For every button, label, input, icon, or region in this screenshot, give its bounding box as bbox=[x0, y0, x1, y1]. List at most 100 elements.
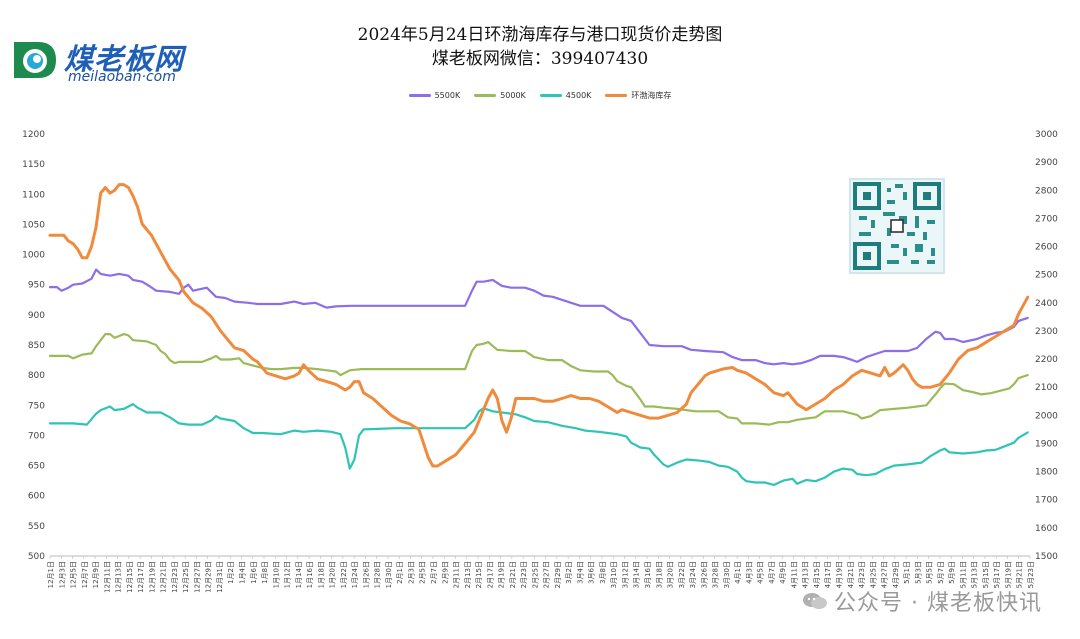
series-line bbox=[48, 333, 1029, 426]
x-tick-label: 2月15日 bbox=[475, 561, 483, 588]
x-tick-label: 1月22日 bbox=[340, 561, 348, 588]
x-tick-label: 3月22日 bbox=[678, 561, 686, 588]
x-tick-label: 4月11日 bbox=[790, 561, 798, 588]
x-tick-label: 1月26日 bbox=[362, 561, 370, 588]
x-tick-label: 3月18日 bbox=[655, 561, 663, 588]
legend-item: 环渤海库存 bbox=[605, 88, 671, 102]
chart-subtitle: 煤老板网微信：399407430 bbox=[431, 49, 649, 69]
y2-tick-label: 2800 bbox=[1035, 186, 1058, 196]
x-tick-label: 12月5日 bbox=[70, 561, 78, 588]
legend-item: 5500K bbox=[408, 88, 460, 102]
x-tick-label: 3月12日 bbox=[621, 561, 629, 588]
x-tick-label: 2月21日 bbox=[509, 561, 517, 588]
y2-tick-label: 2400 bbox=[1035, 299, 1058, 309]
x-tick-label: 5月23日 bbox=[1027, 561, 1035, 588]
y2-tick-label: 1800 bbox=[1035, 468, 1058, 478]
watermark: 公众号 · 煤老板快讯 bbox=[802, 585, 1042, 617]
chart-title: 2024年5月24日环渤海库存与港口现货价走势图 bbox=[357, 25, 723, 45]
y-tick-label: 850 bbox=[28, 341, 45, 351]
y-tick-label: 500 bbox=[28, 552, 45, 562]
y2-tick-label: 1600 bbox=[1035, 524, 1058, 534]
y-tick-label: 900 bbox=[28, 311, 45, 321]
x-tick-label: 1月20日 bbox=[329, 561, 337, 588]
x-tick-label: 2月23日 bbox=[520, 561, 528, 588]
x-tick-label: 4月17日 bbox=[824, 561, 832, 588]
y2-tick-label: 1700 bbox=[1035, 496, 1058, 506]
x-tick-label: 2月9日 bbox=[441, 561, 449, 584]
series-line bbox=[48, 183, 1030, 468]
x-tick-label: 4月7日 bbox=[768, 561, 776, 584]
x-tick-label: 3月20日 bbox=[667, 561, 675, 588]
x-tick-label: 2月29日 bbox=[554, 561, 562, 588]
x-tick-label: 4月27日 bbox=[881, 561, 889, 588]
x-tick-label: 1月4日 bbox=[238, 561, 246, 584]
x-tick-label: 1月24日 bbox=[351, 561, 359, 588]
x-tick-label: 3月24日 bbox=[689, 561, 697, 588]
x-tick-label: 12月7日 bbox=[81, 561, 89, 588]
x-tick-label: 5月11日 bbox=[959, 561, 967, 588]
x-tick-label: 1月6日 bbox=[250, 561, 258, 584]
legend-swatch bbox=[605, 93, 628, 97]
x-tick-label: 3月6日 bbox=[588, 561, 596, 584]
legend-swatch bbox=[408, 93, 431, 97]
y2-tick-label: 2100 bbox=[1035, 383, 1058, 393]
x-tick-label: 2月7日 bbox=[430, 561, 438, 584]
x-tick-label: 2月19日 bbox=[498, 561, 506, 588]
y-tick-label: 600 bbox=[28, 492, 45, 502]
x-tick-label: 4月9日 bbox=[779, 561, 787, 584]
x-tick-label: 4月15日 bbox=[813, 561, 821, 588]
x-tick-label: 1月18日 bbox=[317, 561, 325, 588]
x-tick-label: 5月13日 bbox=[971, 561, 979, 588]
chart-legend: 5500K 5000K 4500K 环渤海库存 bbox=[0, 88, 1080, 102]
x-tick-label: 4月25日 bbox=[869, 561, 877, 588]
x-tick-label: 4月13日 bbox=[802, 561, 810, 588]
legend-item: 5000K bbox=[474, 88, 526, 102]
y2-tick-label: 2500 bbox=[1035, 271, 1058, 281]
x-tick-label: 2月1日 bbox=[396, 561, 404, 584]
x-tick-label: 12月13日 bbox=[115, 561, 123, 593]
wechat-icon bbox=[803, 593, 828, 609]
x-tick-label: 12月15日 bbox=[126, 561, 134, 593]
y-tick-label: 700 bbox=[28, 431, 45, 441]
y-tick-label: 800 bbox=[28, 371, 45, 381]
x-tick-label: 12月19日 bbox=[148, 561, 156, 593]
y-tick-label: 1000 bbox=[22, 251, 45, 261]
x-tick-label: 12月27日 bbox=[193, 561, 201, 593]
x-tick-label: 4月29日 bbox=[892, 561, 900, 588]
x-tick-label: 1月28日 bbox=[374, 561, 382, 588]
x-tick-label: 2月25日 bbox=[531, 561, 539, 588]
y2-tick-label: 2700 bbox=[1035, 214, 1058, 224]
y-tick-label: 650 bbox=[28, 462, 45, 472]
x-tick-label: 1月8日 bbox=[261, 561, 269, 584]
x-tick-label: 12月21日 bbox=[160, 561, 168, 593]
legend-swatch bbox=[474, 93, 497, 97]
y2-tick-label: 2600 bbox=[1035, 243, 1058, 253]
x-tick-label: 4月19日 bbox=[836, 561, 844, 588]
x-tick-label: 3月14日 bbox=[633, 561, 641, 588]
y2-tick-label: 2200 bbox=[1035, 355, 1058, 365]
logo-site: meilaoban·com bbox=[68, 69, 176, 85]
qr-code bbox=[849, 178, 945, 274]
legend-item: 4500K bbox=[539, 88, 591, 102]
x-tick-label: 12月9日 bbox=[92, 561, 100, 588]
y2-tick-label: 1500 bbox=[1035, 552, 1058, 562]
x-tick-label: 3月10日 bbox=[610, 561, 618, 588]
x-tick-label: 3月4日 bbox=[576, 561, 584, 584]
x-tick-label: 1月14日 bbox=[295, 561, 303, 588]
y2-tick-label: 2300 bbox=[1035, 327, 1058, 337]
y2-tick-label: 1900 bbox=[1035, 439, 1058, 449]
x-tick-label: 3月16日 bbox=[644, 561, 652, 588]
legend-swatch bbox=[539, 93, 562, 97]
x-tick-label: 12月25日 bbox=[182, 561, 190, 593]
x-tick-label: 3月2日 bbox=[565, 561, 573, 584]
x-tick-label: 1月30日 bbox=[385, 561, 393, 588]
x-tick-label: 12月3日 bbox=[58, 561, 66, 588]
legend-label: 5000K bbox=[500, 90, 526, 100]
x-tick-label: 1月10日 bbox=[272, 561, 280, 588]
x-tick-label: 2月11日 bbox=[453, 561, 461, 588]
x-tick-label: 5月15日 bbox=[982, 561, 990, 588]
y2-tick-label: 2000 bbox=[1035, 411, 1058, 421]
x-tick-label: 3月28日 bbox=[712, 561, 720, 588]
x-tick-label: 5月3日 bbox=[914, 561, 922, 584]
logo-brand: 煤老板网 bbox=[64, 42, 185, 76]
